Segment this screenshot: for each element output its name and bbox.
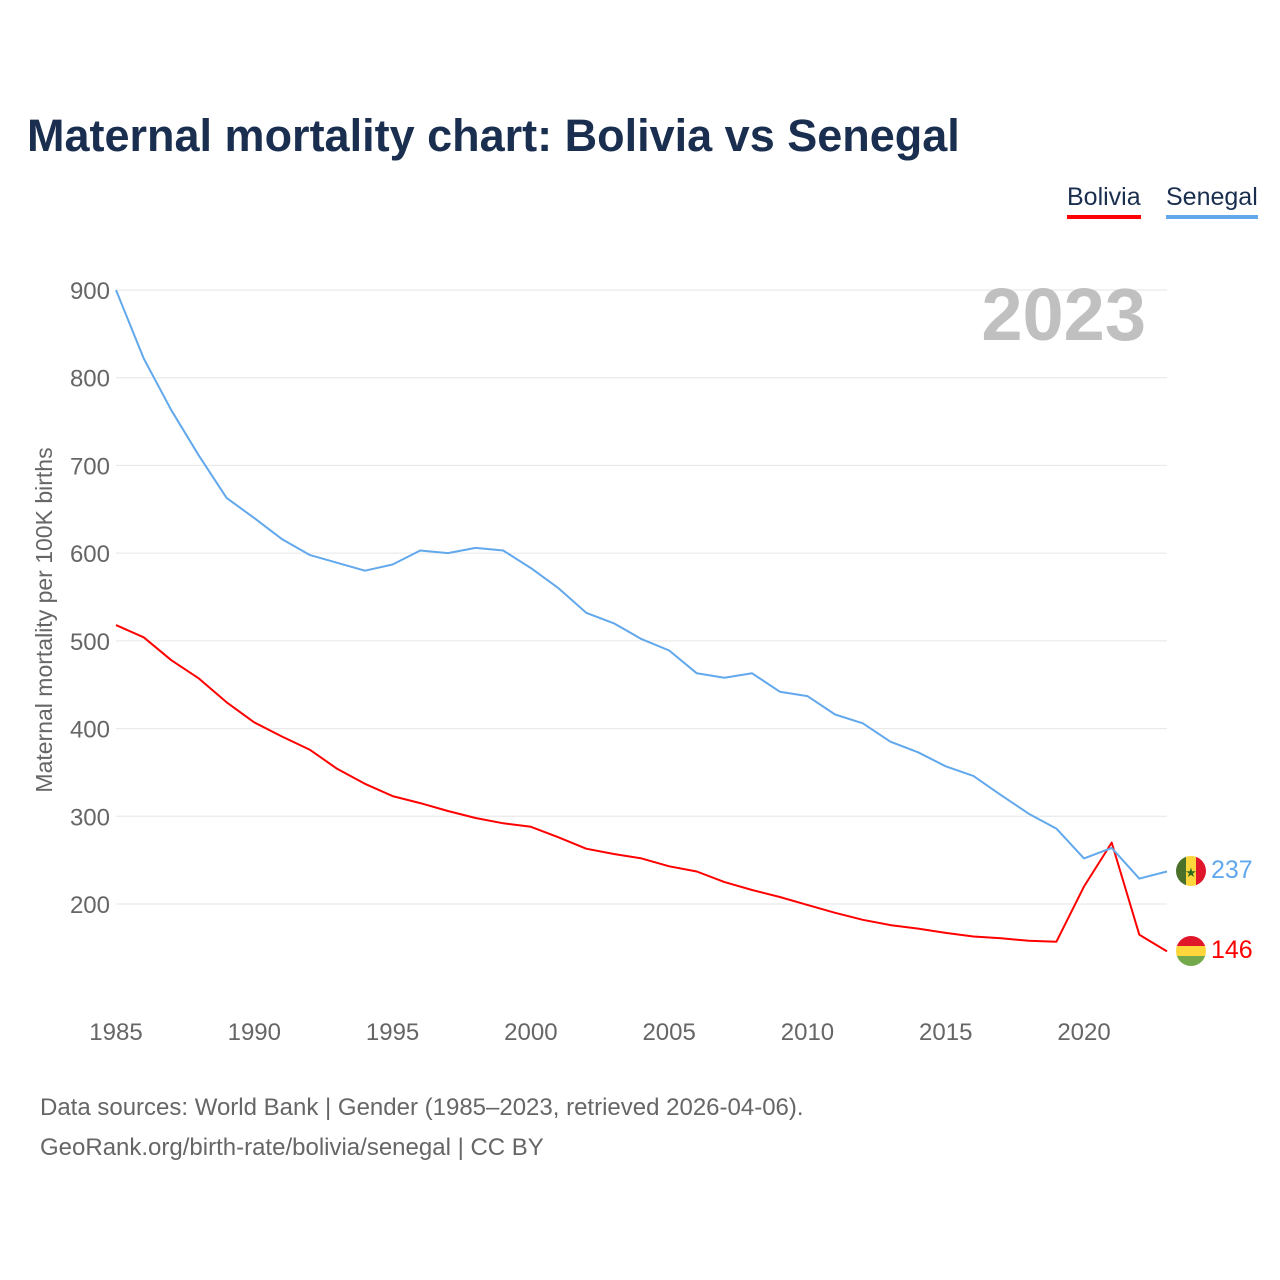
y-tick-label: 300 bbox=[70, 804, 110, 831]
y-tick-label: 900 bbox=[70, 278, 110, 305]
y-tick-label: 200 bbox=[70, 892, 110, 919]
legend-bolivia[interactable]: Bolivia bbox=[1067, 183, 1141, 219]
x-tick-label: 1985 bbox=[89, 1019, 142, 1046]
y-tick-label: 700 bbox=[70, 453, 110, 480]
x-tick-label: 2020 bbox=[1057, 1019, 1110, 1046]
x-tick-label: 1995 bbox=[366, 1019, 419, 1046]
x-tick-label: 2010 bbox=[781, 1019, 834, 1046]
y-tick-label: 400 bbox=[70, 717, 110, 744]
x-tick-label: 2015 bbox=[919, 1019, 972, 1046]
series-line-bolivia bbox=[115, 624, 1168, 953]
y-tick-label: 500 bbox=[70, 629, 110, 656]
svg-text:★: ★ bbox=[1185, 865, 1197, 880]
footer: Data sources: World Bank | Gender (1985–… bbox=[40, 1088, 804, 1168]
series-line-senegal bbox=[115, 289, 1168, 880]
y-tick-label: 600 bbox=[70, 541, 110, 568]
bolivia-end-label: 146 bbox=[1211, 936, 1253, 964]
y-axis-label: Maternal mortality per 100K births bbox=[31, 447, 57, 792]
footer-source: Data sources: World Bank | Gender (1985–… bbox=[40, 1094, 804, 1121]
y-tick-label: 800 bbox=[70, 366, 110, 393]
legend-senegal[interactable]: Senegal bbox=[1166, 183, 1258, 219]
year-label: 2023 bbox=[981, 273, 1146, 356]
chart-title: Maternal mortality chart: Bolivia vs Sen… bbox=[27, 110, 960, 161]
x-tick-label: 1990 bbox=[228, 1019, 281, 1046]
senegal-flag-icon: ★ bbox=[1176, 856, 1206, 886]
x-tick-label: 2000 bbox=[504, 1019, 557, 1046]
bolivia-flag-icon bbox=[1176, 936, 1206, 966]
senegal-end-label: 237 bbox=[1211, 856, 1253, 884]
footer-credit[interactable]: GeoRank.org/birth-rate/bolivia/senegal |… bbox=[40, 1134, 544, 1161]
x-tick-label: 2005 bbox=[642, 1019, 695, 1046]
